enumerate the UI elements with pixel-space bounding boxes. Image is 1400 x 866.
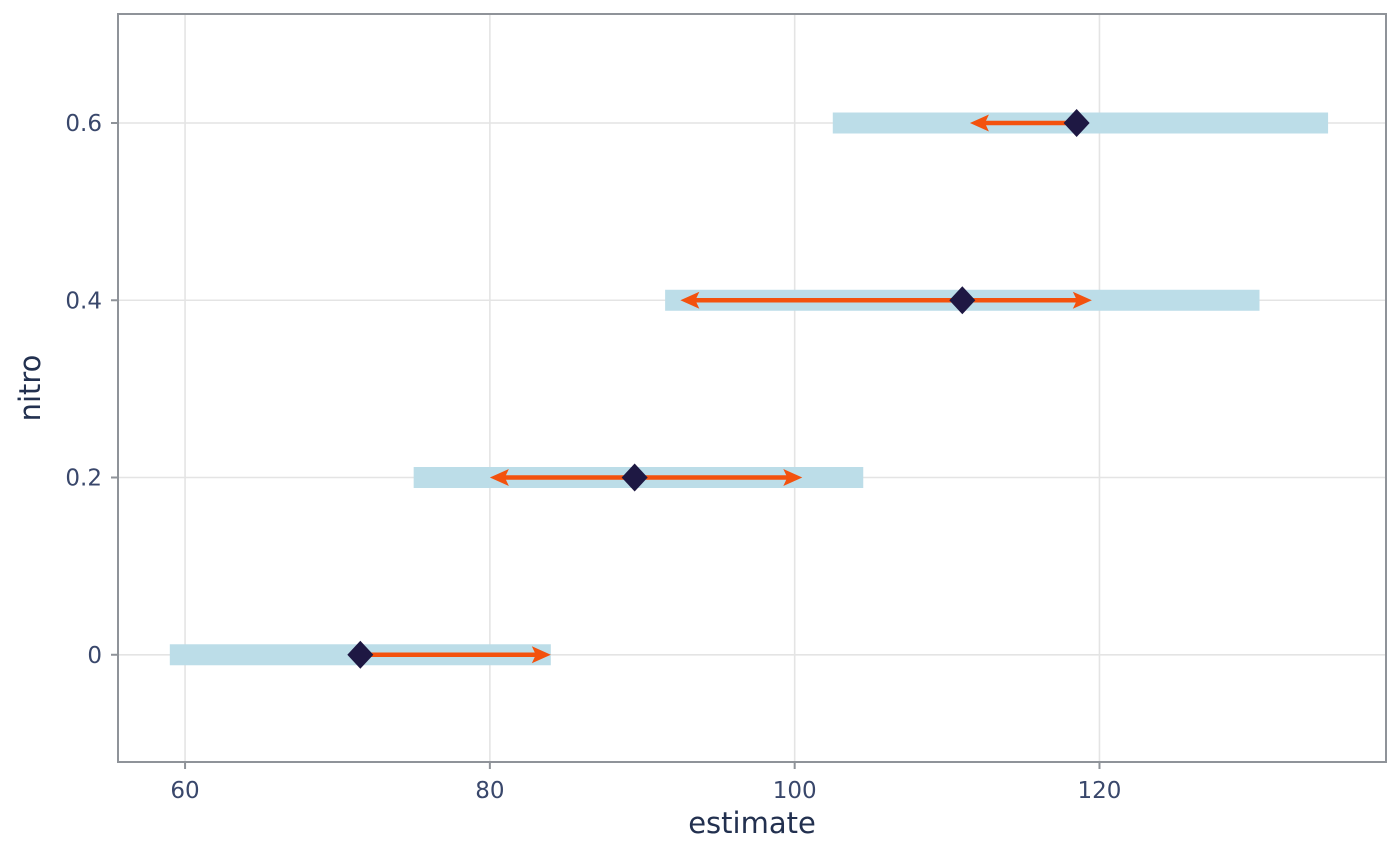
x-tick-label: 80 xyxy=(475,778,504,804)
x-tick-label: 120 xyxy=(1078,778,1122,804)
arrow-head-left xyxy=(969,114,989,132)
x-axis-title: estimate xyxy=(688,806,816,840)
y-tick-label: 0.4 xyxy=(65,288,102,314)
panel-border xyxy=(117,13,1387,763)
y-axis-title: nitro xyxy=(13,354,47,422)
arrow-head-left xyxy=(489,469,509,487)
plot-panel xyxy=(118,14,1386,762)
point-diamond xyxy=(621,463,648,492)
y-tick-label: 0.2 xyxy=(65,466,102,492)
arrow-head-right xyxy=(783,469,803,487)
x-tick-label: 100 xyxy=(773,778,817,804)
estimate-points xyxy=(347,109,1090,669)
point-diamond xyxy=(347,640,374,669)
y-tick-label: 0.6 xyxy=(65,111,102,137)
y-tick-label: 0 xyxy=(87,643,102,669)
arrow-head-right xyxy=(531,646,551,664)
arrow-head-left xyxy=(680,291,700,309)
x-tick-label: 60 xyxy=(170,778,199,804)
arrow-head-right xyxy=(1072,291,1092,309)
point-diamond xyxy=(949,286,976,315)
point-diamond xyxy=(1063,109,1090,138)
axes: 60 80 100 120 0 0.2 0.4 0.6 xyxy=(65,111,1121,804)
